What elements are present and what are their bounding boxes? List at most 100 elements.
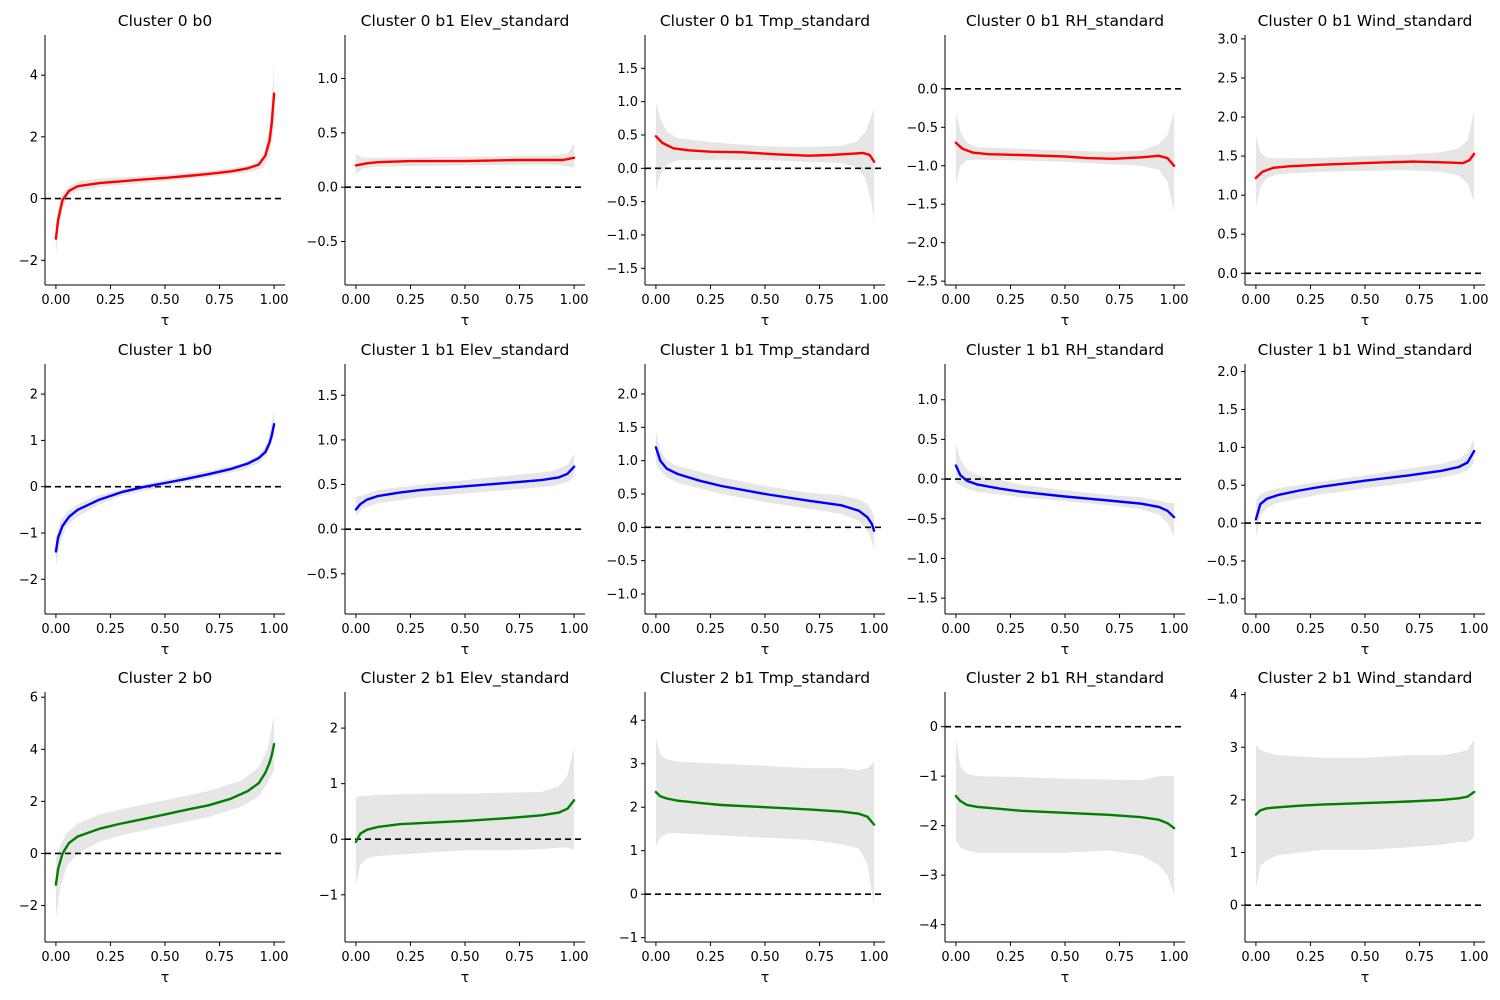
- subplot: 0.00 0.25 0.50 0.75 1.00 −0.5 0.0 0.5 1.0 Cluster…: [306, 12, 588, 329]
- x-tick-label: 0.00: [1241, 293, 1270, 308]
- x-axis-label: τ: [161, 970, 169, 986]
- subplot-title: Cluster 1 b1 Wind_standard: [1258, 341, 1473, 360]
- x-axis-label: τ: [761, 642, 769, 658]
- y-tick-label: 1: [30, 434, 38, 449]
- x-tick-label: 1.00: [860, 622, 889, 637]
- x-tick-label: 0.25: [96, 622, 125, 637]
- series-line: [54, 742, 276, 886]
- confidence-band: [1255, 110, 1475, 207]
- x-tick-label: 0.00: [41, 622, 70, 637]
- y-tick-label: 0.5: [617, 488, 638, 503]
- x-tick-label: 0.50: [751, 950, 780, 965]
- y-tick-label: −0.5: [906, 512, 938, 527]
- x-tick-label: 0.25: [396, 293, 425, 308]
- confidence-band: [955, 739, 1175, 895]
- x-axis-label: τ: [1061, 313, 1069, 329]
- confidence-band: [355, 143, 575, 175]
- x-axis-label: τ: [1361, 970, 1369, 986]
- x-axis-label: τ: [761, 313, 769, 329]
- y-tick-label: 0.0: [317, 181, 338, 196]
- y-tick-label: 0.5: [317, 126, 338, 141]
- y-tick-label: 2.5: [1217, 71, 1238, 86]
- x-tick-label: 1.00: [1460, 950, 1489, 965]
- y-tick-label: −1: [619, 931, 638, 946]
- y-tick-label: −1.0: [906, 159, 938, 174]
- y-tick-label: 2: [30, 388, 38, 403]
- y-tick-label: −4: [919, 918, 938, 933]
- y-tick-label: 0.0: [1217, 517, 1238, 532]
- y-tick-label: −2: [919, 819, 938, 834]
- y-tick-label: 0.0: [317, 523, 338, 538]
- x-tick-label: 0.75: [205, 622, 234, 637]
- confidence-band: [1255, 739, 1475, 890]
- x-tick-label: 0.75: [505, 622, 534, 637]
- x-tick-label: 1.00: [560, 622, 589, 637]
- y-tick-label: −1.5: [606, 262, 638, 277]
- y-tick-label: 0: [30, 192, 38, 207]
- x-tick-label: 0.50: [451, 293, 480, 308]
- x-tick-label: 0.75: [1405, 950, 1434, 965]
- series-line: [354, 465, 576, 511]
- y-tick-label: −1.5: [906, 592, 938, 607]
- x-tick-label: 0.00: [341, 622, 370, 637]
- y-tick-label: 0.0: [617, 162, 638, 177]
- y-tick-label: 2: [330, 722, 338, 737]
- y-tick-label: 1: [1230, 846, 1238, 861]
- subplot: 0.00 0.25 0.50 0.75 1.00 −1.0 −0.5 0.0 0.5 1.0 1.5…: [1206, 341, 1488, 658]
- y-tick-label: −1.0: [606, 588, 638, 603]
- y-tick-label: 6: [30, 691, 38, 706]
- x-tick-label: 0.75: [1105, 622, 1134, 637]
- y-tick-label: −1.0: [906, 552, 938, 567]
- y-tick-label: 4: [30, 743, 38, 758]
- x-tick-label: 1.00: [260, 293, 289, 308]
- confidence-band: [655, 430, 875, 551]
- x-tick-label: 0.75: [1105, 293, 1134, 308]
- x-tick-label: 0.25: [696, 293, 725, 308]
- x-tick-label: 0.25: [696, 950, 725, 965]
- y-tick-label: 1.0: [617, 95, 638, 110]
- x-tick-label: 0.00: [641, 950, 670, 965]
- y-tick-label: 2.0: [1217, 111, 1238, 126]
- x-axis-label: τ: [761, 970, 769, 986]
- subplot: 0.00 0.25 0.50 0.75 1.00 −4 −3 −2 −1 0 Cluster 2 b…: [919, 669, 1189, 986]
- x-tick-label: 0.25: [1296, 293, 1325, 308]
- y-tick-label: −1: [919, 770, 938, 785]
- y-tick-label: 1.0: [317, 72, 338, 87]
- x-tick-label: 0.00: [941, 950, 970, 965]
- subplot-title: Cluster 1 b0: [118, 341, 212, 359]
- x-tick-label: 1.00: [560, 950, 589, 965]
- x-tick-label: 0.75: [1105, 950, 1134, 965]
- x-tick-label: 0.25: [396, 622, 425, 637]
- subplot: 0.00 0.25 0.50 0.75 1.00 0.0 0.5 1.0 1.5 2.0 2.5 3.…: [1217, 12, 1488, 329]
- x-tick-label: 0.75: [805, 293, 834, 308]
- y-tick-label: −0.5: [906, 121, 938, 136]
- x-tick-label: 0.75: [805, 950, 834, 965]
- x-tick-label: 1.00: [1460, 293, 1489, 308]
- y-tick-label: −2: [19, 899, 38, 914]
- y-tick-label: −2: [19, 254, 38, 269]
- y-tick-label: 0.5: [1217, 228, 1238, 243]
- y-tick-label: 0: [30, 847, 38, 862]
- x-axis-label: τ: [161, 313, 169, 329]
- series-line: [54, 423, 276, 553]
- series-line: [954, 141, 1176, 168]
- x-tick-label: 0.75: [1405, 622, 1434, 637]
- x-tick-label: 0.50: [151, 950, 180, 965]
- x-tick-label: 1.00: [1460, 622, 1489, 637]
- y-tick-label: 1.0: [917, 393, 938, 408]
- subplot-title: Cluster 2 b1 Tmp_standard: [660, 669, 870, 688]
- x-tick-label: 0.50: [1051, 293, 1080, 308]
- x-tick-label: 0.50: [751, 622, 780, 637]
- x-axis-label: τ: [1061, 642, 1069, 658]
- y-tick-label: 0.0: [1217, 267, 1238, 282]
- y-tick-label: 1.5: [1217, 150, 1238, 165]
- x-tick-label: 0.50: [1051, 950, 1080, 965]
- x-tick-label: 0.00: [641, 622, 670, 637]
- x-axis-label: τ: [1061, 970, 1069, 986]
- y-tick-label: 1.5: [317, 389, 338, 404]
- x-tick-label: 1.00: [260, 950, 289, 965]
- series-line: [354, 156, 576, 167]
- y-tick-label: −2.0: [906, 236, 938, 251]
- x-tick-label: 0.25: [696, 622, 725, 637]
- x-tick-label: 1.00: [1160, 622, 1189, 637]
